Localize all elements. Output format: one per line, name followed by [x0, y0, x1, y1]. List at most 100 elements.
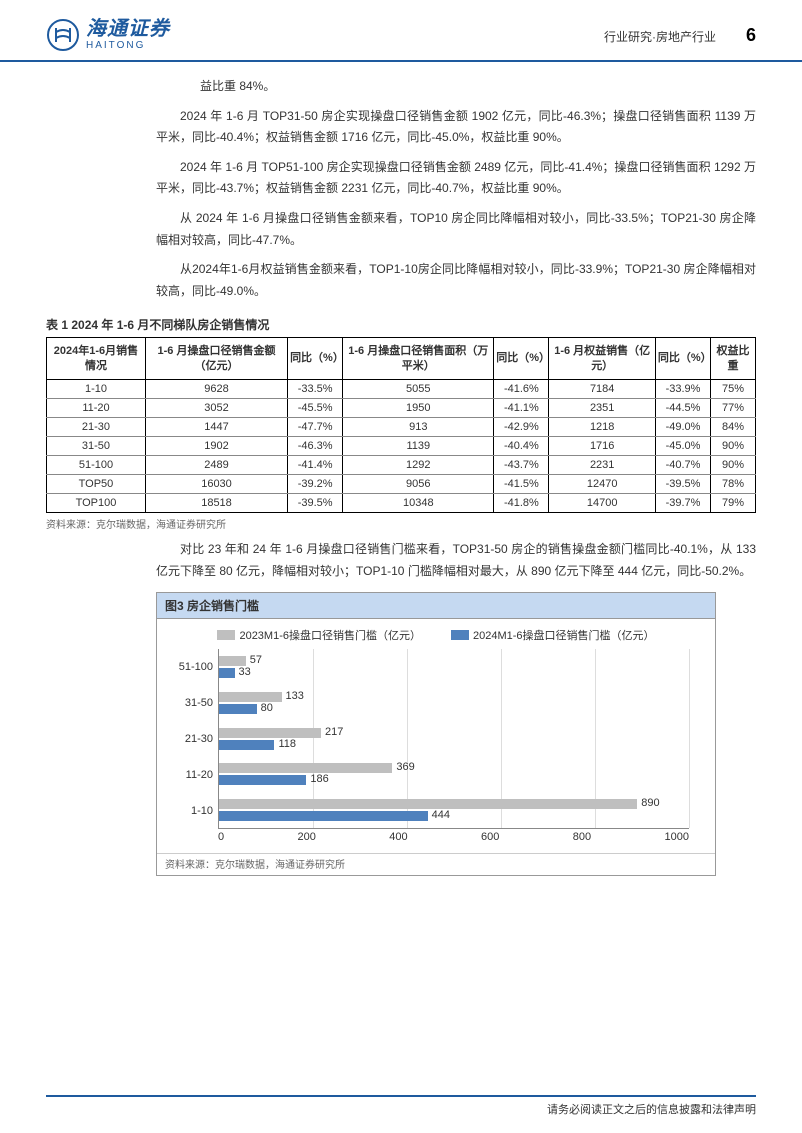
paragraph-3: 从 2024 年 1-6 月操盘口径销售金额来看，TOP10 房企同比降幅相对较…: [156, 208, 756, 251]
bar-value-label: 890: [641, 797, 659, 809]
table-cell: 12470: [549, 474, 655, 493]
table-cell: 84%: [711, 417, 756, 436]
table1-header-cell: 同比（%）: [655, 338, 710, 380]
table-cell: 1902: [145, 436, 287, 455]
chart-bar: 57: [219, 656, 246, 666]
x-axis-tick: 800: [573, 831, 591, 849]
table-cell: 1716: [549, 436, 655, 455]
chart3-source: 资料来源：克尔瑞数据，海通证券研究所: [157, 853, 715, 875]
x-axis-tick: 600: [481, 831, 499, 849]
y-axis-label: 21-30: [173, 733, 213, 745]
haitong-logo-icon: [46, 18, 80, 52]
table-cell: 1292: [343, 455, 494, 474]
bar-value-label: 33: [239, 666, 251, 678]
table-row: 1-109628-33.5%5055-41.6%7184-33.9%75%: [47, 379, 756, 398]
table-row: TOP10018518-39.5%10348-41.8%14700-39.7%7…: [47, 493, 756, 512]
logo-cn: 海通证券: [86, 19, 170, 39]
table-row: 51-1002489-41.4%1292-43.7%2231-40.7%90%: [47, 455, 756, 474]
bar-group: 217118: [219, 721, 689, 757]
table-cell: 9628: [145, 379, 287, 398]
table-cell: 7184: [549, 379, 655, 398]
chart-bar: 186: [219, 775, 306, 785]
table1-title: 表 1 2024 年 1-6 月不同梯队房企销售情况: [46, 316, 756, 333]
table-cell: -39.7%: [655, 493, 710, 512]
table-cell: 5055: [343, 379, 494, 398]
table-cell: -33.5%: [288, 379, 343, 398]
bar-group: 890444: [219, 792, 689, 828]
chart-bar: 133: [219, 692, 282, 702]
table-row: 21-301447-47.7%913-42.9%1218-49.0%84%: [47, 417, 756, 436]
footer-divider: [46, 1095, 756, 1097]
table1-header-cell: 同比（%）: [494, 338, 549, 380]
table1-header-cell: 同比（%）: [288, 338, 343, 380]
chart-bar: 80: [219, 704, 257, 714]
chart3-area: 2023M1-6操盘口径销售门槛（亿元） 2024M1-6操盘口径销售门槛（亿元）…: [157, 619, 715, 853]
chart-bar: 890: [219, 799, 637, 809]
table-cell: -47.7%: [288, 417, 343, 436]
table-cell: -45.0%: [655, 436, 710, 455]
table-cell: -39.2%: [288, 474, 343, 493]
legend-label: 2024M1-6操盘口径销售门槛（亿元）: [473, 627, 655, 643]
chart3-legend: 2023M1-6操盘口径销售门槛（亿元） 2024M1-6操盘口径销售门槛（亿元）: [173, 627, 699, 643]
table-cell: 21-30: [47, 417, 146, 436]
grid-line: [689, 649, 690, 828]
table-cell: -33.9%: [655, 379, 710, 398]
table-cell: -49.0%: [655, 417, 710, 436]
table-cell: 78%: [711, 474, 756, 493]
paragraph-1: 2024 年 1-6 月 TOP31-50 房企实现操盘口径销售金额 1902 …: [156, 106, 756, 149]
chart-bar: 33: [219, 668, 235, 678]
page-header: 海通证券 HAITONG 行业研究·房地产行业 6: [0, 0, 802, 62]
table-cell: -41.4%: [288, 455, 343, 474]
table-cell: -39.5%: [288, 493, 343, 512]
bar-value-label: 118: [278, 738, 296, 750]
footer-disclaimer: 请务必阅读正文之后的信息披露和法律声明: [547, 1101, 756, 1117]
table-cell: 90%: [711, 436, 756, 455]
table-cell: -40.7%: [655, 455, 710, 474]
table-cell: -46.3%: [288, 436, 343, 455]
table-cell: -45.5%: [288, 398, 343, 417]
bar-value-label: 80: [261, 702, 273, 714]
y-axis-label: 1-10: [173, 805, 213, 817]
table-cell: 75%: [711, 379, 756, 398]
x-axis-tick: 200: [298, 831, 316, 849]
bar-group: 5733: [219, 649, 689, 685]
table-cell: TOP50: [47, 474, 146, 493]
bar-value-label: 444: [432, 809, 450, 821]
table-cell: -41.5%: [494, 474, 549, 493]
logo-text: 海通证券 HAITONG: [86, 19, 170, 51]
legend-item: 2023M1-6操盘口径销售门槛（亿元）: [217, 627, 421, 643]
chart3-title: 图3 房企销售门槛: [157, 593, 715, 619]
x-axis-tick: 0: [218, 831, 224, 849]
y-axis-label: 31-50: [173, 697, 213, 709]
table1-header-cell: 2024年1-6月销售情况: [47, 338, 146, 380]
bar-value-label: 369: [396, 761, 414, 773]
page-number: 6: [746, 25, 756, 46]
paragraph-4: 从2024年1-6月权益销售金额来看，TOP1-10房企同比降幅相对较小，同比-…: [156, 259, 756, 302]
logo-block: 海通证券 HAITONG: [46, 18, 170, 52]
table-cell: -44.5%: [655, 398, 710, 417]
table-cell: 18518: [145, 493, 287, 512]
chart-bar: 118: [219, 740, 274, 750]
table-cell: -40.4%: [494, 436, 549, 455]
chart3-plot: 51-10031-5021-3011-201-10 57331338021711…: [173, 649, 699, 849]
table-cell: 51-100: [47, 455, 146, 474]
table1-source: 资料来源：克尔瑞数据，海通证券研究所: [46, 516, 756, 531]
legend-swatch: [217, 630, 235, 640]
table-row: 11-203052-45.5%1950-41.1%2351-44.5%77%: [47, 398, 756, 417]
paragraph-5: 对比 23 年和 24 年 1-6 月操盘口径销售门槛来看，TOP31-50 房…: [156, 539, 756, 582]
table-cell: 2489: [145, 455, 287, 474]
table-cell: 1-10: [47, 379, 146, 398]
table-cell: 11-20: [47, 398, 146, 417]
table-cell: -42.9%: [494, 417, 549, 436]
legend-label: 2023M1-6操盘口径销售门槛（亿元）: [239, 627, 421, 643]
chart-bar: 217: [219, 728, 321, 738]
table-cell: -43.7%: [494, 455, 549, 474]
table-row: 31-501902-46.3%1139-40.4%1716-45.0%90%: [47, 436, 756, 455]
table1-header-cell: 权益比重: [711, 338, 756, 380]
legend-swatch: [451, 630, 469, 640]
table1-header-row: 2024年1-6月销售情况1-6 月操盘口径销售金额（亿元）同比（%）1-6 月…: [47, 338, 756, 380]
table-cell: 9056: [343, 474, 494, 493]
table-cell: 3052: [145, 398, 287, 417]
table-cell: 1447: [145, 417, 287, 436]
table-cell: 1139: [343, 436, 494, 455]
